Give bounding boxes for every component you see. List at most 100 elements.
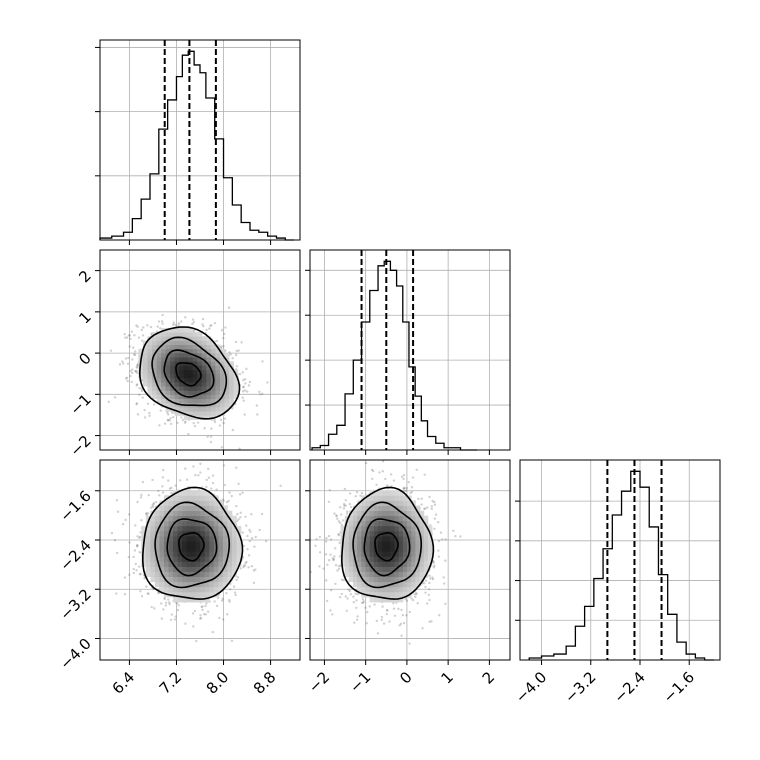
density-cell [170,344,176,350]
scatter-point [443,582,446,585]
density-cell [373,510,379,517]
density-cell [206,377,212,383]
density-cell [386,591,391,598]
density-cell [390,495,396,501]
scatter-point [337,532,340,536]
density-cell [191,566,197,572]
density-cell [168,561,174,567]
density-cell [186,556,192,562]
scatter-point [187,432,190,436]
density-cell [209,566,215,572]
density-cell [206,336,212,341]
density-cell [156,390,162,395]
density-cell [200,586,206,593]
density-cell [164,515,169,522]
density-cell [168,566,174,572]
density-cell [411,505,416,512]
density-cell [210,386,216,391]
scatter-point [132,353,136,356]
density-cell [361,505,366,512]
density-cell [183,348,189,354]
density-cell [373,490,379,496]
density-cell [390,551,396,557]
density-cell [206,406,212,412]
density-cell [415,530,420,537]
scatter-point [163,597,166,601]
density-cell [386,520,391,527]
density-cell [369,571,375,578]
density-cell [348,536,354,542]
density-cell [415,581,420,588]
scatter-point [135,365,139,368]
scatter-point [136,544,139,547]
density-cell [179,406,185,412]
scatter-point [228,351,231,354]
density-cell [415,541,420,547]
y-tick-label: −2 [66,432,94,460]
scatter-point [246,534,249,538]
density-cell [411,551,416,557]
scatter-point [375,619,378,623]
density-cell [229,382,234,387]
scatter-point [368,605,371,608]
density-cell [344,530,350,537]
density-cell [215,357,221,362]
density-cell [369,500,375,506]
scatter-point [168,419,171,422]
density-cell [357,576,362,583]
density-cell [213,556,219,562]
density-panel-0-2: 6.4 7.2 8.0 8.8−4.0−3.2−2.4−1.6 [56,459,301,698]
density-cell [170,394,176,400]
scatter-point [227,306,231,309]
density-cell [415,576,420,583]
scatter-point [172,415,175,419]
density-cell [192,390,198,395]
density-cell [165,394,171,400]
density-cell [164,500,169,506]
density-cell [156,344,162,350]
scatter-point [209,324,212,327]
scatter-point [167,598,170,601]
density-cell [206,344,212,350]
density-cell [150,541,156,547]
density-cell [174,386,180,391]
density-cell [348,551,354,557]
density-cell [173,551,178,557]
density-cell [174,406,180,412]
scatter-point [158,494,161,497]
density-cell [365,576,371,583]
scatter-point [359,494,362,497]
scatter-point [339,513,343,516]
scatter-point [401,613,405,617]
density-cell [210,406,216,412]
density-cell [231,536,237,542]
density-cell [154,571,160,578]
density-cell [427,551,433,557]
density-cell [188,377,194,383]
density-cell [168,520,174,527]
density-cell [173,505,178,512]
density-cell [390,520,396,527]
scatter-point [196,421,200,424]
scatter-point [338,595,342,599]
scatter-point [325,536,328,540]
density-cell [173,520,178,527]
scatter-point [130,330,133,333]
density-cell [231,525,237,532]
contour-line [175,362,202,387]
density-cell [222,551,228,557]
density-cell [177,510,183,517]
density-cell [192,348,198,354]
density-cell [382,581,387,588]
scatter-point [349,505,353,509]
density-cell [206,348,212,354]
density-cell [200,581,206,588]
density-cell [165,382,171,387]
density-cell [348,571,354,578]
density-cell [344,536,350,542]
density-cell [415,546,420,552]
density-cell [197,398,203,404]
scatter-point [433,527,436,531]
scatter-point [264,539,268,543]
scatter-point [245,560,248,564]
